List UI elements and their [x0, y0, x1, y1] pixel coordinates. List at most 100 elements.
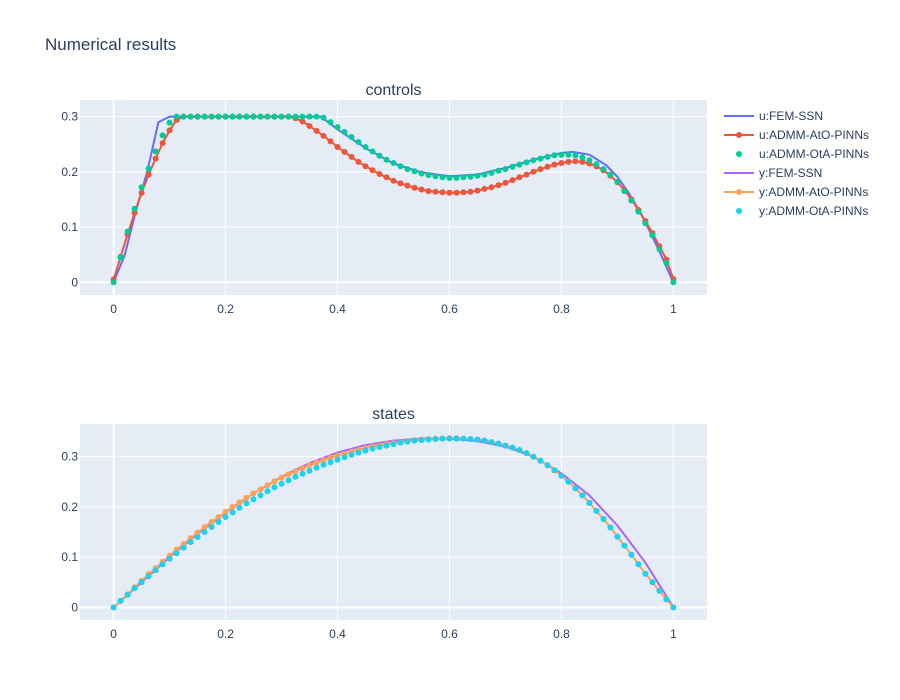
plot-area — [80, 100, 707, 295]
data-point — [495, 167, 502, 174]
data-point — [110, 604, 117, 611]
data-point — [474, 172, 481, 179]
data-point — [327, 119, 334, 126]
data-point — [355, 449, 362, 456]
data-point — [397, 439, 404, 446]
data-point — [166, 555, 173, 562]
data-point — [145, 171, 152, 178]
data-point — [138, 184, 145, 191]
data-point — [229, 509, 236, 516]
data-point — [138, 579, 145, 586]
data-point — [579, 158, 586, 165]
data-point — [124, 591, 131, 598]
data-point — [369, 148, 376, 155]
data-point — [411, 184, 418, 191]
data-point — [236, 113, 243, 120]
data-point — [586, 157, 593, 164]
legend-item[interactable]: y:FEM-SSN — [724, 166, 822, 180]
x-tick-label: 0.6 — [441, 627, 458, 641]
data-point — [292, 468, 299, 475]
data-point — [607, 171, 614, 178]
data-point — [551, 161, 558, 168]
data-point — [257, 113, 264, 120]
legend-marker-swatch — [736, 151, 742, 157]
data-point — [663, 596, 670, 603]
data-point — [285, 471, 292, 478]
data-point — [327, 459, 334, 466]
y-tick-label: 0.1 — [61, 550, 78, 564]
x-tick-label: 0.4 — [329, 627, 346, 641]
y-tick-label: 0 — [71, 600, 78, 614]
x-tick-label: 1 — [670, 302, 677, 316]
data-point — [362, 144, 369, 150]
data-point — [124, 228, 131, 235]
data-point — [376, 171, 383, 177]
data-point — [537, 457, 544, 464]
legend-item[interactable]: u:FEM-SSN — [724, 109, 823, 123]
data-point — [411, 168, 418, 175]
data-point — [460, 435, 467, 442]
data-point — [278, 113, 285, 120]
data-point — [383, 442, 390, 449]
data-point — [460, 174, 467, 181]
data-point — [383, 156, 390, 163]
data-point — [509, 177, 516, 184]
data-point — [236, 504, 243, 511]
data-point — [320, 114, 327, 121]
subplot-title: states — [372, 406, 415, 423]
data-point — [481, 437, 488, 444]
data-point — [579, 492, 586, 499]
data-point — [551, 467, 558, 474]
data-point — [425, 172, 432, 179]
data-point — [187, 539, 194, 546]
data-point — [243, 494, 250, 501]
data-point — [341, 454, 348, 461]
data-point — [460, 189, 467, 196]
data-point — [145, 573, 152, 580]
data-point — [306, 467, 313, 474]
data-point — [467, 173, 474, 180]
data-point — [362, 163, 369, 170]
legend[interactable]: u:FEM-SSN u:ADMM-AtO-PINNs u:ADMM-OtA-PINN… — [724, 109, 869, 218]
data-point — [453, 435, 460, 442]
data-point — [453, 189, 460, 196]
data-point — [502, 179, 509, 186]
x-tick-label: 1 — [670, 627, 677, 641]
data-point — [670, 279, 677, 286]
data-point — [523, 450, 530, 457]
data-point — [229, 503, 236, 510]
data-point — [201, 529, 208, 536]
data-point — [600, 166, 607, 173]
data-point — [467, 436, 474, 443]
figure-title: Numerical results — [45, 35, 176, 54]
data-point — [348, 451, 355, 458]
data-point — [593, 161, 600, 168]
data-point — [264, 482, 271, 489]
legend-item[interactable]: y:ADMM-OtA-PINNs — [736, 204, 868, 218]
legend-label: y:ADMM-AtO-PINNs — [759, 185, 868, 199]
data-point — [250, 490, 257, 497]
data-point — [271, 478, 278, 485]
data-point — [516, 447, 523, 454]
data-point — [551, 152, 558, 159]
data-point — [509, 444, 516, 451]
data-point — [614, 533, 621, 540]
data-point — [271, 113, 278, 120]
data-point — [159, 561, 166, 568]
data-point — [117, 597, 124, 604]
legend-item[interactable]: u:ADMM-AtO-PINNs — [724, 128, 869, 142]
data-point — [243, 500, 250, 507]
data-point — [481, 185, 488, 192]
data-point — [250, 113, 257, 120]
data-point — [649, 232, 656, 239]
data-point — [376, 444, 383, 451]
data-point — [544, 153, 551, 160]
data-point — [131, 205, 138, 212]
legend-item[interactable]: y:ADMM-AtO-PINNs — [724, 185, 868, 199]
legend-item[interactable]: u:ADMM-OtA-PINNs — [736, 147, 869, 161]
data-point — [292, 473, 299, 480]
x-tick-label: 0.2 — [217, 627, 234, 641]
data-point — [222, 508, 229, 515]
data-point — [565, 151, 572, 158]
